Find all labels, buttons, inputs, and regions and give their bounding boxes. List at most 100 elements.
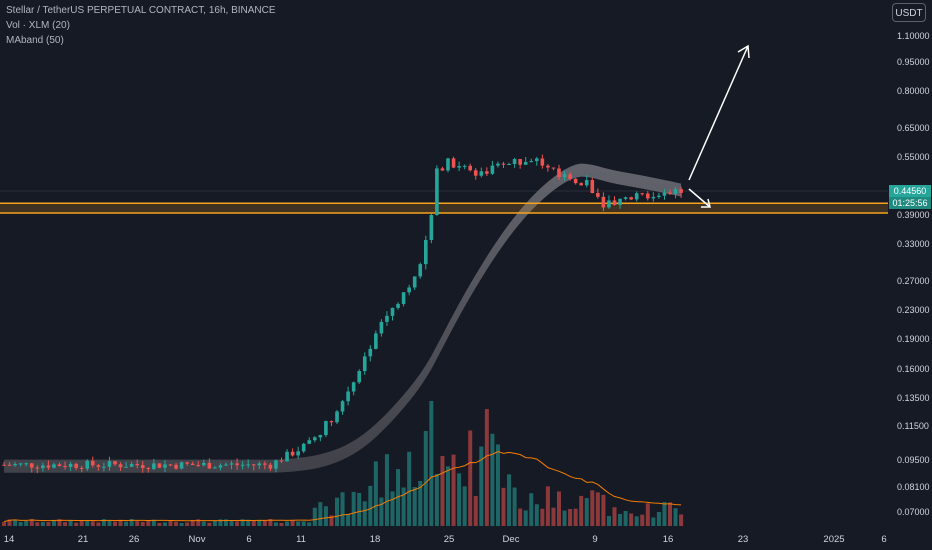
candle-body xyxy=(374,333,378,349)
price-tick-label: 0.23000 xyxy=(897,305,930,315)
time-tick-label: 18 xyxy=(369,534,381,545)
volume-bar xyxy=(185,522,190,526)
volume-bar xyxy=(174,521,179,526)
candle-body xyxy=(379,321,384,334)
candle-body xyxy=(446,158,450,171)
volume-bar xyxy=(279,522,284,526)
volume-bar xyxy=(285,521,290,526)
volume-bar xyxy=(329,515,334,526)
volume-bar xyxy=(318,502,323,526)
volume-bar xyxy=(118,520,123,526)
candle-body xyxy=(623,197,628,199)
candle-body xyxy=(485,171,489,174)
candle-body xyxy=(662,192,667,196)
candle-body xyxy=(224,464,228,466)
ma-band-indicator-label[interactable]: MAband (50) xyxy=(6,35,64,46)
volume-bar xyxy=(640,514,645,526)
candle-body xyxy=(207,462,212,469)
candle-body xyxy=(551,167,556,169)
volume-bar xyxy=(595,492,600,526)
candle-body xyxy=(546,165,550,168)
volume-bar xyxy=(518,508,523,526)
price-tick-label: 0.07000 xyxy=(897,507,930,517)
candle-body xyxy=(29,463,34,468)
candle-body xyxy=(268,464,273,469)
candle-body xyxy=(612,200,617,205)
candle-body xyxy=(618,198,622,205)
price-chart[interactable] xyxy=(0,0,888,528)
price-tick-label: 0.13500 xyxy=(897,393,930,403)
candle-body xyxy=(651,196,656,199)
candle-body xyxy=(140,465,145,469)
price-tick-label: 0.95000 xyxy=(897,57,930,67)
candle-body xyxy=(507,163,511,165)
volume-bar xyxy=(162,522,167,526)
volume-bar xyxy=(407,451,412,526)
volume-bar xyxy=(618,513,623,526)
price-tick-label: 0.08100 xyxy=(897,482,930,492)
bullish-arrow xyxy=(688,45,749,181)
volume-bar xyxy=(340,492,345,526)
candle-body xyxy=(457,166,461,168)
volume-bar xyxy=(540,508,545,526)
price-tick-label: 0.19000 xyxy=(897,334,930,344)
volume-bar xyxy=(473,495,478,526)
volume-bar xyxy=(57,519,62,526)
volume-bar xyxy=(557,491,561,526)
volume-bar xyxy=(246,519,251,526)
candle-body xyxy=(590,180,595,193)
candle-body xyxy=(246,464,250,466)
volume-bar xyxy=(157,522,162,526)
volume-bar xyxy=(651,517,656,526)
price-tick-label: 0.33000 xyxy=(897,239,930,249)
candle-body xyxy=(57,464,62,467)
candle-body xyxy=(263,463,267,465)
candle-body xyxy=(163,464,167,468)
candle-body xyxy=(152,463,156,469)
volume-bar xyxy=(679,514,684,526)
candle-body xyxy=(218,465,223,468)
candle-body xyxy=(473,170,478,176)
candle-body xyxy=(357,371,361,383)
candle-body xyxy=(307,440,312,444)
volume-bar xyxy=(13,519,18,526)
volume-bar xyxy=(351,491,356,526)
volume-bar xyxy=(273,522,278,526)
chart-pane[interactable]: Stellar / TetherUS PERPETUAL CONTRACT, 1… xyxy=(0,0,888,528)
volume-bar xyxy=(296,521,301,526)
volume-bar xyxy=(235,521,240,526)
candle-body xyxy=(318,435,323,438)
volume-bar xyxy=(623,510,628,526)
volume-bar xyxy=(101,519,106,526)
volume-bar xyxy=(529,493,534,526)
time-scale[interactable]: 14 21 26 Nov 6 11 18 25 Dec 9 16 23 2025 6 xyxy=(0,528,888,550)
volume-indicator-label[interactable]: Vol · XLM (20) xyxy=(6,20,70,31)
price-tick-label: 1.10000 xyxy=(897,31,930,41)
price-scale[interactable]: 1.100000.950000.800000.650000.550000.470… xyxy=(888,0,932,550)
volume-bar xyxy=(601,494,606,526)
volume-bar xyxy=(568,509,573,526)
candle-body xyxy=(424,240,428,265)
time-tick-label: Nov xyxy=(188,534,206,545)
candle-body xyxy=(479,171,484,176)
candle-body xyxy=(85,460,90,469)
candle-body xyxy=(335,411,339,423)
candle-body xyxy=(107,461,112,467)
candle-body xyxy=(512,159,517,164)
candle-body xyxy=(279,460,284,462)
volume-bar xyxy=(523,510,528,526)
time-tick-label: 6 xyxy=(881,534,887,545)
candle-body xyxy=(13,464,17,466)
current-price-tag: 0.44560 xyxy=(889,185,931,197)
candle-body xyxy=(118,464,123,468)
volume-bar xyxy=(46,522,51,526)
bearish-arrowhead xyxy=(701,198,711,208)
volume-ma-line xyxy=(3,451,682,523)
volume-bar xyxy=(229,520,234,526)
currency-button[interactable]: USDT xyxy=(892,3,926,22)
candle-body xyxy=(185,462,189,464)
time-tick-label: 9 xyxy=(592,534,598,545)
volume-bar xyxy=(373,461,378,526)
bullish-arrowhead xyxy=(737,44,750,59)
symbol-title[interactable]: Stellar / TetherUS PERPETUAL CONTRACT, 1… xyxy=(6,5,276,16)
